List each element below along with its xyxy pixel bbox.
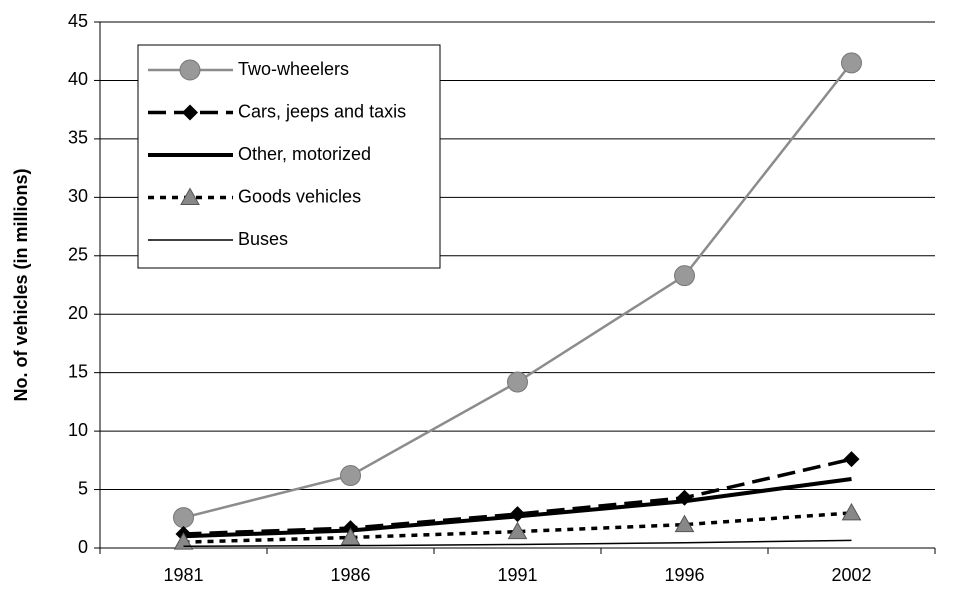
point-marker	[674, 265, 695, 287]
y-axis-title: No. of vehicles (in millions)	[11, 168, 31, 401]
legend-label: Other, motorized	[238, 144, 371, 164]
y-tick-label: 20	[68, 303, 88, 323]
point-marker	[843, 451, 860, 468]
legend-marker	[179, 59, 201, 81]
point-marker	[674, 514, 695, 533]
legend-label: Goods vehicles	[238, 186, 361, 206]
y-tick-label: 45	[68, 11, 88, 31]
series-line	[183, 457, 852, 536]
y-tick-label: 5	[78, 478, 88, 498]
point-marker	[340, 527, 361, 545]
series-line	[183, 511, 852, 544]
point-marker	[841, 502, 862, 521]
legend-label: Cars, jeeps and taxis	[238, 101, 406, 121]
series-line	[183, 539, 852, 547]
x-tick-label: 1996	[664, 565, 704, 585]
point-marker	[841, 52, 862, 74]
y-tick-label: 10	[68, 420, 88, 440]
x-tick-label: 1981	[163, 565, 203, 585]
point-marker	[173, 507, 194, 529]
y-tick-label: 15	[68, 361, 88, 381]
y-tick-label: 25	[68, 245, 88, 265]
y-tick-label: 40	[68, 69, 88, 89]
legend-label: Two-wheelers	[238, 59, 349, 79]
legend-marker	[182, 104, 198, 121]
point-marker	[507, 371, 528, 393]
legend-label: Buses	[238, 229, 288, 249]
x-tick-label: 1986	[330, 565, 370, 585]
x-tick-label: 1991	[497, 565, 537, 585]
series-line	[183, 477, 852, 539]
point-marker	[340, 465, 361, 487]
point-marker	[507, 521, 528, 540]
y-tick-label: 0	[78, 537, 88, 557]
x-tick-label: 2002	[831, 565, 871, 585]
y-tick-label: 35	[68, 128, 88, 148]
point-marker	[173, 532, 194, 550]
y-tick-label: 30	[68, 186, 88, 206]
legend-marker	[180, 187, 200, 205]
